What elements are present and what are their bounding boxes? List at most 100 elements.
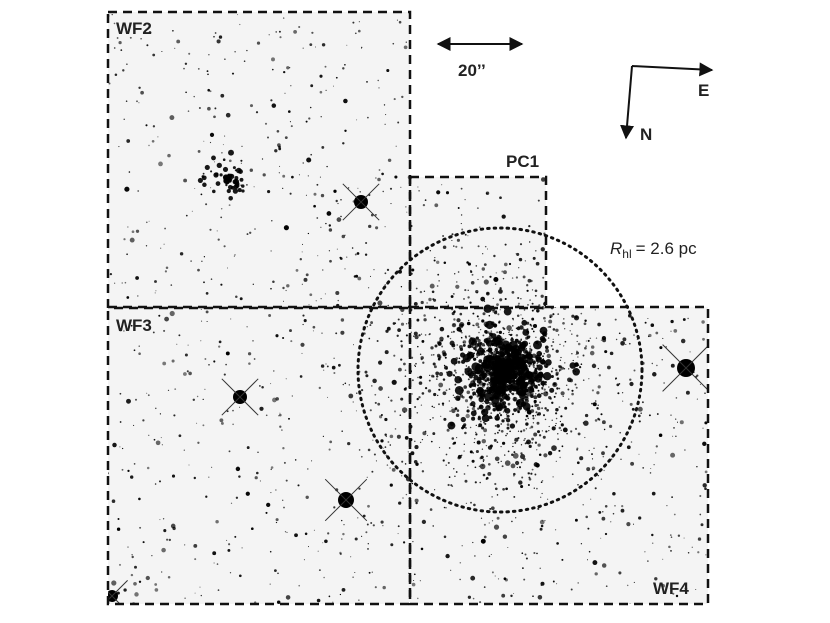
star: [560, 429, 562, 431]
star: [585, 345, 587, 347]
star: [461, 395, 465, 399]
star: [497, 578, 500, 580]
star: [530, 140, 536, 146]
star: [164, 227, 167, 230]
star: [644, 321, 647, 324]
star: [494, 432, 497, 435]
star: [533, 330, 535, 332]
star: [494, 487, 498, 491]
star: [282, 336, 285, 340]
star: [171, 359, 175, 363]
star: [342, 532, 345, 536]
star: [618, 571, 622, 575]
star: [465, 336, 467, 339]
star: [459, 312, 463, 316]
star: [432, 362, 436, 366]
star: [617, 223, 621, 227]
star: [520, 452, 523, 455]
star: [619, 431, 622, 434]
star: [323, 369, 325, 371]
star: [252, 283, 254, 285]
star: [438, 280, 440, 282]
star: [612, 210, 617, 215]
star: [384, 272, 387, 275]
star: [609, 219, 612, 222]
star: [324, 293, 326, 295]
star: [571, 314, 575, 318]
star: [559, 80, 561, 82]
star: [433, 365, 437, 369]
star: [378, 386, 383, 391]
star: [582, 354, 585, 357]
star: [272, 68, 274, 71]
star: [457, 207, 460, 209]
star: [604, 532, 608, 536]
star: [533, 462, 539, 467]
star: [591, 458, 594, 460]
star: [450, 357, 458, 365]
star: [378, 415, 383, 419]
star: [594, 309, 596, 311]
star: [434, 256, 436, 259]
star: [535, 411, 538, 414]
star: [116, 591, 120, 595]
star: [658, 297, 661, 301]
star: [326, 211, 332, 216]
star: [592, 85, 595, 88]
star: [423, 290, 426, 293]
star: [545, 391, 548, 394]
star: [600, 537, 602, 539]
star: [285, 378, 287, 380]
star: [158, 480, 162, 483]
star: [436, 285, 439, 287]
star: [451, 239, 453, 242]
star: [118, 146, 120, 148]
star: [232, 423, 234, 426]
star: [259, 406, 264, 411]
star: [476, 440, 481, 445]
star: [437, 394, 439, 397]
star: [479, 457, 482, 460]
star: [237, 14, 239, 16]
star: [532, 417, 535, 420]
star: [344, 1, 346, 3]
star: [471, 345, 474, 349]
star: [540, 177, 546, 182]
star: [446, 335, 450, 338]
star: [512, 452, 519, 459]
star: [560, 415, 563, 418]
star: [493, 365, 501, 374]
star: [122, 69, 125, 72]
star: [243, 60, 246, 62]
star: [428, 34, 431, 37]
star: [204, 388, 206, 391]
star: [536, 430, 541, 434]
star: [522, 329, 530, 336]
star: [574, 4, 577, 7]
star: [162, 361, 167, 366]
star: [496, 441, 499, 444]
star: [703, 242, 706, 244]
star: [266, 502, 271, 508]
star: [504, 297, 507, 301]
star: [601, 255, 603, 257]
star: [328, 250, 331, 252]
star: [308, 304, 310, 306]
star: [504, 243, 507, 246]
star: [202, 424, 205, 427]
star: [422, 431, 427, 436]
star: [670, 319, 674, 324]
star: [346, 256, 348, 258]
star: [386, 68, 390, 73]
star: [673, 329, 678, 333]
star: [209, 141, 212, 144]
star: [343, 2, 347, 6]
star: [315, 300, 317, 302]
star: [481, 408, 489, 416]
star: [432, 432, 436, 436]
star: [453, 369, 457, 372]
star: [507, 99, 509, 101]
star: [307, 175, 309, 177]
star: [483, 586, 486, 588]
star: [203, 281, 205, 284]
